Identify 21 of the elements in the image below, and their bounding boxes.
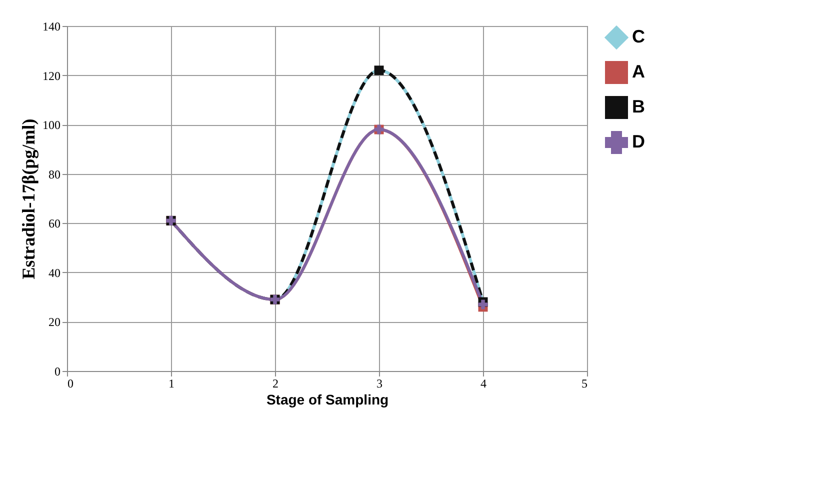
y-tick-label: 140: [42, 20, 60, 34]
y-tick-label: 40: [48, 266, 60, 280]
y-tick-label: 80: [48, 167, 60, 182]
x-tick-label: 4: [480, 376, 486, 390]
y-tick-label: 20: [48, 315, 60, 330]
y-tick-label: 100: [42, 118, 60, 132]
legend-label: D: [632, 132, 645, 152]
y-tick-label: 0: [54, 364, 60, 378]
x-tick-label: 3: [376, 376, 382, 390]
legend-label: C: [632, 26, 645, 46]
legend-label: A: [632, 62, 645, 82]
x-tick-label: 2: [272, 376, 278, 390]
y-tick-label: 120: [42, 68, 60, 83]
x-tick-label: 5: [582, 376, 588, 390]
y-tick-label: 60: [48, 216, 60, 231]
x-tick-label: 0: [68, 376, 74, 390]
x-tick-label: 1: [168, 376, 174, 390]
point: [478, 300, 488, 310]
legend-label: B: [632, 96, 645, 116]
y-axis-title: Estradiol-17β(pg/ml): [18, 118, 38, 280]
x-axis-title: Stage of Sampling: [266, 392, 389, 408]
